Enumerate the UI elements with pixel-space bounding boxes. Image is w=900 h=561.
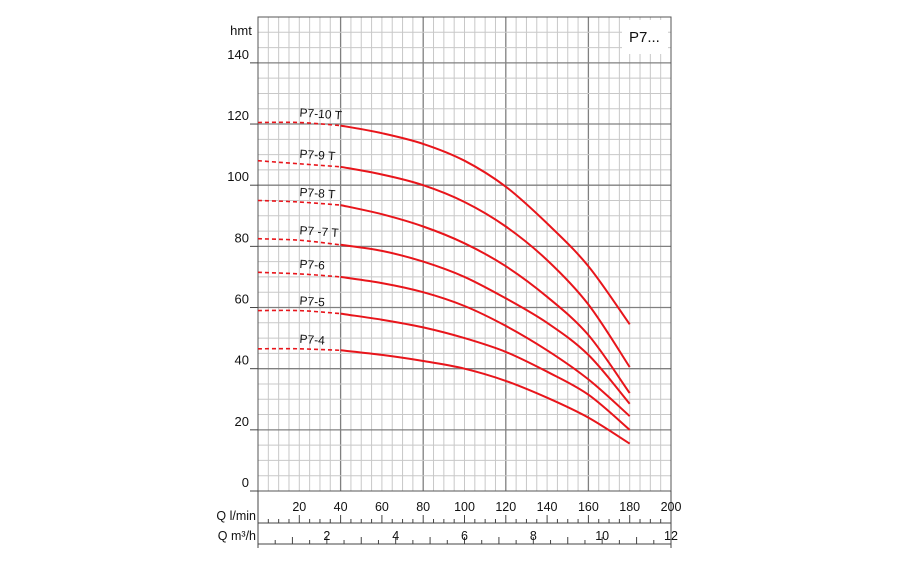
- x-tick-label-m3h: 2: [323, 529, 330, 543]
- y-tick-label: 0: [242, 475, 249, 490]
- x-tick-label-m3h: 12: [664, 529, 678, 543]
- curve-dashed-segment: [257, 121, 341, 127]
- y-tick-label: 120: [227, 108, 249, 123]
- curve-p7-7-t: [340, 243, 631, 405]
- y-tick-label: 140: [227, 47, 249, 62]
- x-tick-label-lmin: 20: [292, 500, 306, 514]
- curve-dashed-segment: [257, 159, 341, 168]
- y-tick-label: 60: [235, 292, 249, 307]
- curve-dashed-segment: [257, 271, 341, 278]
- grid: [258, 17, 671, 491]
- x-tick-label-m3h: 10: [595, 529, 609, 543]
- x-tick-label-m3h: 8: [530, 529, 537, 543]
- curve-dashed-segment: [257, 237, 341, 246]
- x-tick-label-lmin: 140: [537, 500, 558, 514]
- curve-dashed-segment: [257, 309, 341, 315]
- curves: P7-10 T P7-9 T P7-8 T P7 -7 T P7-6 P7-5 P7-4: [257, 106, 631, 445]
- curve-p7-8-t: [340, 204, 631, 394]
- curve-dashed-segment: [257, 199, 341, 206]
- x-tick-label-lmin: 160: [578, 500, 599, 514]
- x-tick-label-m3h: 6: [461, 529, 468, 543]
- x-tick-label-lmin: 100: [454, 500, 475, 514]
- y-tick-label: 100: [227, 169, 249, 184]
- y-tick-label: 20: [235, 414, 249, 429]
- series-label: P7-5: [299, 294, 326, 310]
- plot-frame: [257, 16, 672, 492]
- y-axis-label: hmt: [230, 23, 252, 38]
- x-tick-label-lmin: 80: [416, 500, 430, 514]
- y-tick-label: 40: [235, 353, 249, 368]
- series-label: P7-10 T: [299, 106, 343, 123]
- x-axis-label-m3h: Q m³/h: [218, 529, 256, 543]
- series-label: P7-4: [299, 332, 326, 348]
- series-label: P7-6: [299, 257, 326, 273]
- axes: 0 20 40 60 80 100 120 140 20 40 60 80 100 120 140 160 18…: [227, 47, 681, 548]
- x-axis-label-lmin: Q l/min: [216, 509, 256, 523]
- curve-p7-10-t: [340, 124, 631, 325]
- x-tick-label-lmin: 120: [495, 500, 516, 514]
- curve-p7-9-t: [340, 165, 631, 368]
- x-tick-label-lmin: 60: [375, 500, 389, 514]
- series-label: P7-8 T: [299, 185, 336, 202]
- legend-box: [622, 20, 668, 54]
- curve-p7-6: [340, 275, 631, 417]
- legend-title: P7...: [629, 29, 660, 46]
- x-tick-label-lmin: 200: [661, 500, 682, 514]
- curve-dashed-segment: [257, 347, 341, 352]
- curve-p7-5: [340, 312, 631, 431]
- x-tick-label-m3h: 4: [392, 529, 399, 543]
- curve-p7-4: [340, 349, 631, 445]
- series-label: P7 -7 T: [299, 223, 340, 240]
- x-tick-label-lmin: 40: [334, 500, 348, 514]
- x-tick-label-lmin: 180: [619, 500, 640, 514]
- series-label: P7-9 T: [299, 147, 336, 164]
- y-tick-label: 80: [235, 230, 249, 245]
